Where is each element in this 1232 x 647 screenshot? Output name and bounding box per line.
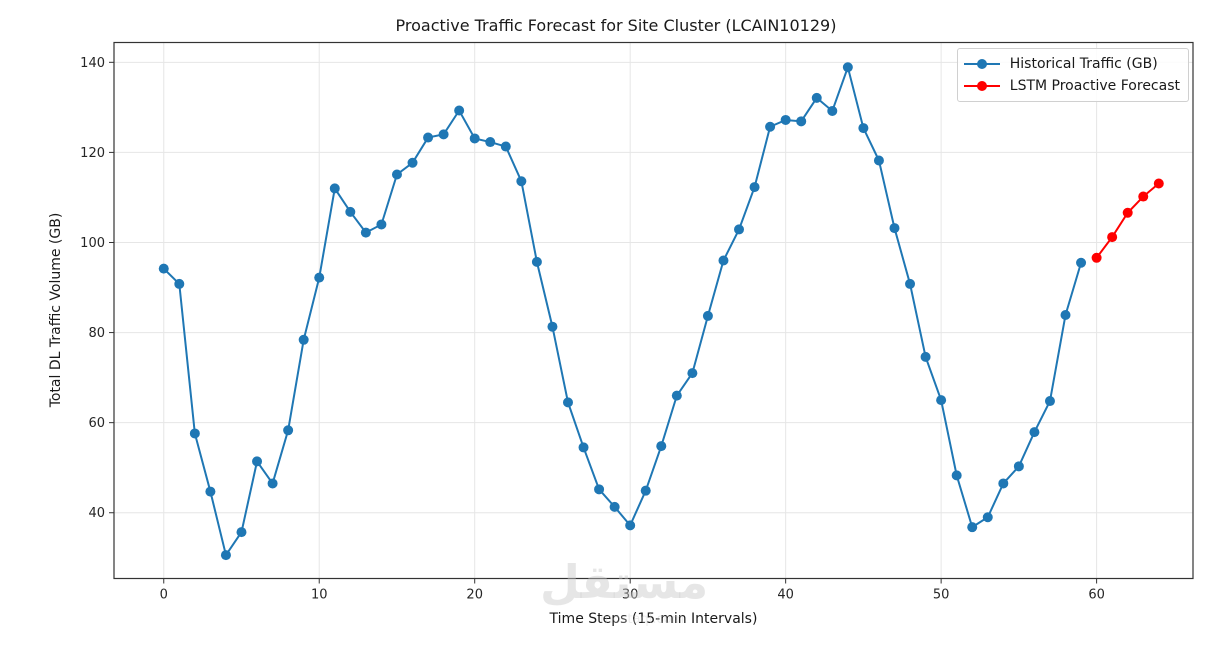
x-tick-label: 30	[622, 588, 639, 603]
historical-point	[391, 169, 402, 180]
x-tick-label: 0	[160, 588, 168, 603]
historical-point	[283, 425, 294, 436]
y-tick-label: 80	[88, 326, 105, 341]
historical-point	[687, 368, 698, 379]
y-tick-label: 40	[88, 506, 105, 521]
historical-point	[205, 486, 216, 497]
historical-point	[252, 456, 263, 467]
historical-point	[376, 219, 387, 230]
historical-point	[438, 129, 449, 140]
historical-point	[718, 255, 729, 266]
historical-point	[749, 182, 760, 193]
legend-label: LSTM Proactive Forecast	[1009, 78, 1180, 94]
historical-point	[189, 428, 200, 439]
historical-point	[407, 157, 418, 168]
historical-point	[547, 321, 558, 332]
historical-point	[158, 263, 169, 274]
historical-point	[858, 123, 869, 134]
historical-point	[578, 442, 589, 453]
legend: Historical Traffic (GB) LSTM Proactive F…	[956, 48, 1189, 102]
historical-point	[469, 133, 480, 144]
historical-traffic-line	[163, 63, 1083, 558]
y-tick-label: 120	[80, 146, 105, 161]
historical-point	[905, 278, 916, 289]
historical-point	[967, 522, 978, 533]
legend-line-marker-icon	[963, 58, 1000, 70]
y-axis-ticks: 40 60 80 100 120 140	[80, 56, 114, 521]
historical-point	[454, 105, 465, 116]
x-tick-label: 20	[466, 588, 483, 603]
forecast-point	[1122, 207, 1133, 218]
historical-point	[920, 351, 931, 362]
x-axis-label: Time Steps (15-min Intervals)	[549, 611, 758, 627]
historical-point	[640, 485, 651, 496]
forecast-point	[1138, 191, 1149, 202]
historical-point	[1076, 257, 1087, 268]
historical-point	[936, 395, 947, 406]
historical-point	[1013, 461, 1024, 472]
historical-point	[1029, 427, 1040, 438]
historical-point	[531, 256, 542, 267]
historical-point	[998, 478, 1009, 489]
legend-label: Historical Traffic (GB)	[1009, 56, 1158, 72]
series-layer	[158, 62, 1164, 561]
historical-point	[1044, 396, 1055, 407]
forecast-point	[1107, 232, 1118, 243]
forecast-point	[1091, 252, 1102, 263]
historical-point	[780, 114, 791, 125]
historical-point	[329, 183, 340, 194]
historical-point	[873, 155, 884, 166]
historical-point	[220, 550, 231, 561]
historical-point	[671, 390, 682, 401]
historical-point	[174, 278, 185, 289]
historical-point	[298, 334, 309, 345]
historical-point	[236, 527, 247, 538]
historical-point	[1060, 310, 1071, 321]
legend-item-forecast: LSTM Proactive Forecast	[963, 75, 1180, 97]
historical-point	[360, 227, 371, 238]
historical-point	[516, 176, 527, 187]
forecast-point	[1153, 178, 1164, 189]
historical-point	[796, 116, 807, 127]
y-tick-label: 140	[80, 56, 105, 71]
historical-point	[951, 470, 962, 481]
y-tick-label: 60	[88, 416, 105, 431]
historical-point	[609, 501, 620, 512]
forecast-line	[1095, 182, 1160, 259]
y-axis-label: Total DL Traffic Volume (GB)	[48, 212, 64, 408]
historical-point	[734, 224, 745, 235]
historical-point	[314, 272, 325, 283]
historical-point	[982, 512, 993, 523]
x-tick-label: 60	[1088, 588, 1105, 603]
historical-point	[625, 520, 636, 531]
historical-point	[485, 137, 496, 148]
historical-point	[267, 478, 278, 489]
x-tick-label: 40	[777, 588, 794, 603]
historical-point	[656, 441, 667, 452]
historical-point	[842, 62, 853, 73]
plot-frame	[113, 41, 1194, 580]
historical-point	[562, 397, 573, 408]
legend-line-marker-icon	[963, 80, 1000, 92]
y-tick-label: 100	[80, 236, 105, 251]
grid-lines	[114, 42, 1193, 579]
x-tick-label: 50	[933, 588, 950, 603]
x-tick-label: 10	[311, 588, 328, 603]
historical-point	[765, 121, 776, 132]
historical-point	[423, 132, 434, 143]
x-axis-ticks: 0 10 20 30 40 50 60	[160, 578, 1105, 603]
historical-point	[500, 141, 511, 152]
historical-point	[345, 206, 356, 217]
chart-title: Proactive Traffic Forecast for Site Clus…	[395, 16, 837, 35]
legend-item-historical: Historical Traffic (GB)	[963, 53, 1180, 75]
historical-point	[702, 310, 713, 321]
historical-point	[811, 92, 822, 103]
historical-point	[827, 105, 838, 116]
historical-point	[594, 484, 605, 495]
historical-point	[889, 223, 900, 234]
